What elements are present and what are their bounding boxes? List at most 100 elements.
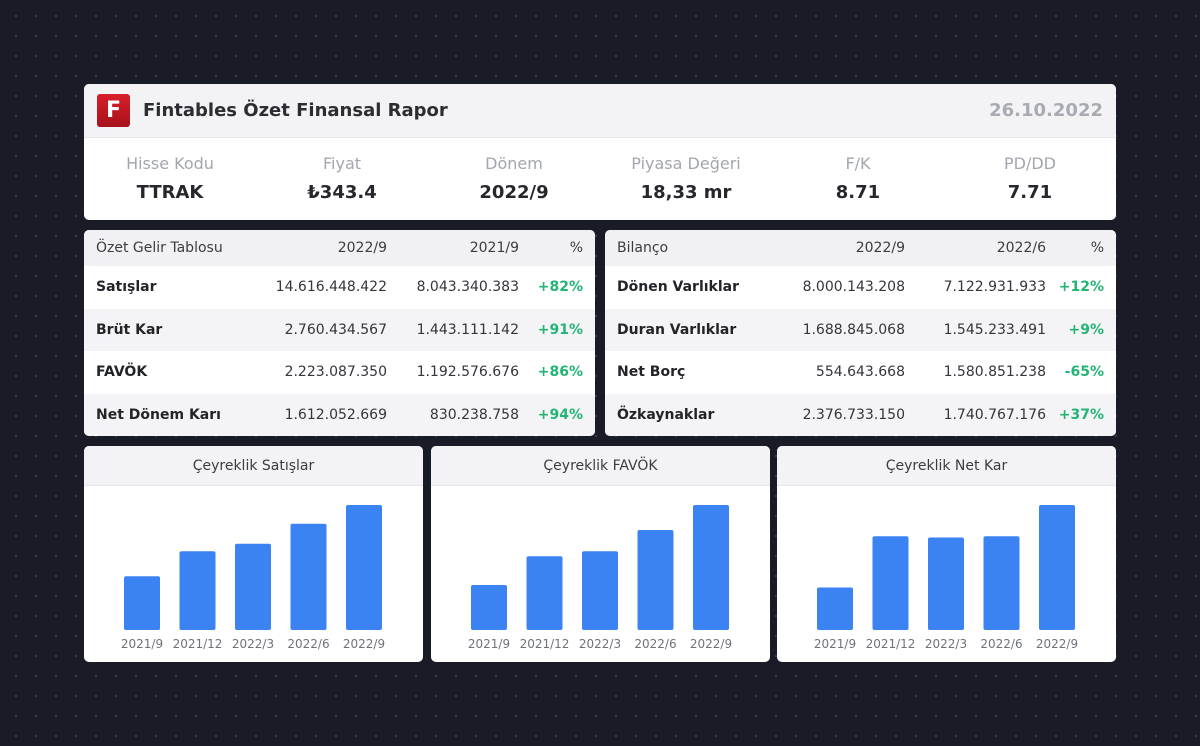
x-tick-label: 2022/9 xyxy=(1036,637,1078,651)
metric-market-cap: Piyasa Değeri 18,33 mr xyxy=(600,154,772,203)
x-tick-label: 2022/6 xyxy=(634,637,676,651)
cell-change-percent: +86% xyxy=(537,364,583,381)
report-title-bar: F Fintables Özet Finansal Rapor 26.10.20… xyxy=(84,84,1116,138)
metric-label: Dönem xyxy=(485,154,543,173)
cell-change-percent: +9% xyxy=(1068,321,1105,338)
balance-sheet-table: Bilanço 2022/9 2022/6 % Dönen Varlıklar … xyxy=(605,230,1116,436)
metric-value: ₺343.4 xyxy=(307,182,377,203)
metric-label: Piyasa Değeri xyxy=(631,154,741,173)
x-tick-label: 2021/12 xyxy=(520,637,570,651)
quarterly-sales-chart-card: Çeyreklik Satışlar 2021/9 2021/12 2022/3 20… xyxy=(84,446,423,662)
income-statement-table: Özet Gelir Tablosu 2022/9 2021/9 % Satış… xyxy=(84,230,595,436)
cell-change-percent: +94% xyxy=(537,406,583,423)
table-header-row: Bilanço 2022/9 2022/6 % xyxy=(605,230,1116,266)
cell-change-percent: -65% xyxy=(1064,364,1104,381)
column-header: 2022/9 xyxy=(337,240,387,256)
cell-value: 1.443.111.142 xyxy=(416,321,519,338)
table-row: Brüt Kar 2.760.434.567 1.443.111.142 +91… xyxy=(84,308,595,351)
row-label: Dönen Varlıklar xyxy=(617,279,740,296)
cell-value: 2.223.087.350 xyxy=(284,364,387,381)
chart-bar xyxy=(983,536,1020,630)
chart-bar xyxy=(290,523,327,630)
cell-value: 7.122.931.933 xyxy=(943,279,1046,296)
column-header: Özet Gelir Tablosu xyxy=(96,240,223,256)
cell-value: 1.740.767.176 xyxy=(943,406,1046,423)
x-tick-label: 2022/9 xyxy=(343,637,385,651)
x-tick-label: 2021/9 xyxy=(468,637,510,651)
column-header: 2022/6 xyxy=(996,240,1046,256)
chart-title: Çeyreklik FAVÖK xyxy=(431,446,770,486)
x-tick-label: 2022/3 xyxy=(232,637,274,651)
x-tick-label: 2022/6 xyxy=(287,637,329,651)
x-tick-label: 2022/3 xyxy=(925,637,967,651)
metric-stock-code: Hisse Kodu TTRAK xyxy=(84,154,256,203)
chart-title: Çeyreklik Satışlar xyxy=(84,446,423,486)
metric-period: Dönem 2022/9 xyxy=(428,154,600,203)
summary-metrics: Hisse Kodu TTRAK Fiyat ₺343.4 Dönem 2022… xyxy=(84,138,1116,203)
x-tick-label: 2022/3 xyxy=(579,637,621,651)
metric-value: 2022/9 xyxy=(479,182,549,203)
table-row: Net Dönem Karı 1.612.052.669 830.238.758… xyxy=(84,393,595,436)
cell-value: 1.580.851.238 xyxy=(943,364,1046,381)
chart-bar xyxy=(526,556,563,630)
income-statement-card: Özet Gelir Tablosu 2022/9 2021/9 % Satış… xyxy=(84,230,595,436)
metric-label: Hisse Kodu xyxy=(126,154,214,173)
metric-value: TTRAK xyxy=(136,182,204,203)
row-label: Net Borç xyxy=(617,364,686,381)
x-tick-label: 2021/12 xyxy=(173,637,223,651)
cell-value: 8.000.143.208 xyxy=(802,279,905,296)
quarterly-sales-chart: 2021/9 2021/12 2022/3 2022/6 2022/9 xyxy=(121,505,385,651)
chart-title: Çeyreklik Net Kar xyxy=(777,446,1116,486)
report-title: Fintables Özet Finansal Rapor xyxy=(143,100,448,121)
chart-bar xyxy=(693,505,729,630)
row-label: Satışlar xyxy=(96,279,157,296)
report-header-card: F Fintables Özet Finansal Rapor 26.10.20… xyxy=(84,84,1116,220)
metric-label: PD/DD xyxy=(1004,154,1056,173)
quarterly-ebitda-chart-card: Çeyreklik FAVÖK 2021/9 2021/12 2022/3 2022/… xyxy=(431,446,770,662)
column-header: % xyxy=(1090,240,1104,256)
x-tick-label: 2021/9 xyxy=(814,637,856,651)
cell-change-percent: +12% xyxy=(1058,279,1104,296)
chart-bar xyxy=(471,585,507,630)
x-tick-label: 2022/6 xyxy=(980,637,1022,651)
column-header: 2022/9 xyxy=(855,240,905,256)
cell-value: 1.612.052.669 xyxy=(284,406,387,423)
x-tick-label: 2022/9 xyxy=(690,637,732,651)
metric-value: 8.71 xyxy=(835,182,881,203)
balance-sheet-card: Bilanço 2022/9 2022/6 % Dönen Varlıklar … xyxy=(605,230,1116,436)
cell-value: 554.643.668 xyxy=(815,364,905,381)
column-header: % xyxy=(569,240,583,256)
row-label: Özkaynaklar xyxy=(617,406,715,423)
cell-change-percent: +82% xyxy=(537,279,583,296)
chart-bar xyxy=(928,537,964,630)
chart-bar xyxy=(637,530,674,630)
chart-bar xyxy=(872,536,909,630)
cell-value: 1.545.233.491 xyxy=(943,321,1046,338)
row-label: Brüt Kar xyxy=(96,321,163,338)
cell-value: 830.238.758 xyxy=(429,406,519,423)
quarterly-net-profit-chart-card: Çeyreklik Net Kar 2021/9 2021/12 2022/3 202… xyxy=(777,446,1116,662)
chart-bar xyxy=(235,543,271,630)
cell-value: 14.616.448.422 xyxy=(275,279,387,296)
metric-value: 18,33 mr xyxy=(640,182,732,203)
cell-value: 2.760.434.567 xyxy=(284,321,387,338)
metric-price: Fiyat ₺343.4 xyxy=(256,154,428,203)
table-header-row: Özet Gelir Tablosu 2022/9 2021/9 % xyxy=(84,230,595,266)
row-label: Net Dönem Karı xyxy=(96,406,221,423)
cell-value: 1.688.845.068 xyxy=(802,321,905,338)
chart-bar xyxy=(124,576,160,630)
row-label: Duran Varlıklar xyxy=(617,321,737,338)
x-tick-label: 2021/12 xyxy=(866,637,916,651)
quarterly-net-profit-chart: 2021/9 2021/12 2022/3 2022/6 2022/9 xyxy=(814,505,1078,651)
chart-bar xyxy=(1039,505,1075,630)
chart-bar xyxy=(346,505,382,630)
table-row: FAVÖK 2.223.087.350 1.192.576.676 +86% xyxy=(84,351,595,394)
chart-bar xyxy=(582,551,618,630)
report-date: 26.10.2022 xyxy=(989,100,1103,121)
quarterly-ebitda-chart: 2021/9 2021/12 2022/3 2022/6 2022/9 xyxy=(468,505,732,651)
metric-label: Fiyat xyxy=(322,154,362,173)
table-row: Duran Varlıklar 1.688.845.068 1.545.233.… xyxy=(605,308,1116,351)
chart-bar xyxy=(817,587,853,630)
cell-value: 1.192.576.676 xyxy=(416,364,519,381)
metric-pb-ratio: PD/DD 7.71 xyxy=(944,154,1116,203)
